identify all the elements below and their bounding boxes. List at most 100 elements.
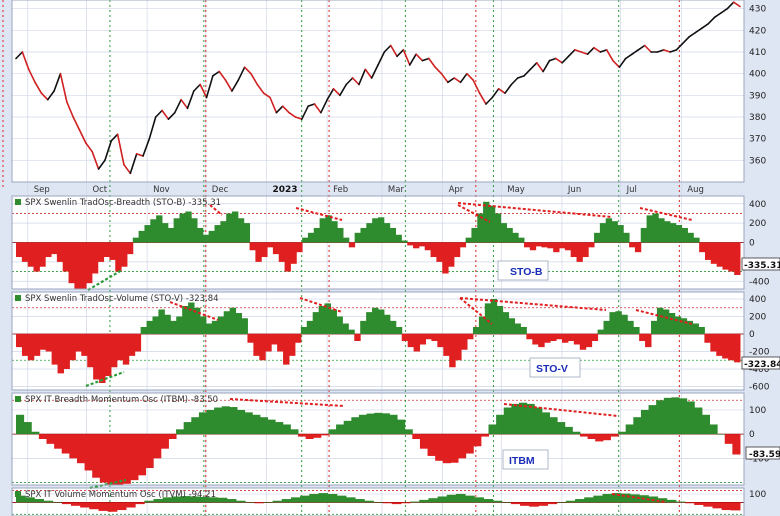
itbm-bar (92, 434, 101, 478)
price-segment (377, 51, 386, 66)
stov-bar (110, 334, 118, 368)
itbm-bar (610, 434, 619, 437)
price-segment (491, 88, 500, 99)
itbm-bar (23, 422, 32, 435)
itvm-bar (584, 497, 594, 503)
stov-bar (472, 327, 480, 334)
itbm-bar (709, 424, 718, 435)
price-segment (529, 62, 538, 71)
stov-bar (93, 334, 100, 380)
itvm-bar (34, 499, 44, 503)
stov-bar (526, 334, 533, 340)
price-segment (53, 72, 62, 92)
itvm-bar (382, 502, 393, 504)
price-segment (440, 72, 449, 84)
price-segment (555, 57, 563, 64)
itbm-bar (473, 434, 482, 447)
trendline-layer (85, 202, 693, 503)
stov-bar (99, 334, 106, 383)
price-segment (580, 51, 589, 55)
month-tick-label: Aug (687, 185, 704, 195)
stov-bar (318, 306, 326, 334)
stob-bar (202, 234, 210, 243)
stov-bar (668, 313, 676, 334)
itvm-bar (263, 502, 274, 503)
stob-bar (284, 242, 291, 272)
stob-bar (483, 201, 490, 243)
stob-bar (290, 242, 297, 264)
stob-bar (255, 242, 262, 262)
stob-bar (156, 215, 163, 243)
itvm-bar (620, 493, 631, 503)
price-y-tick-label: 420 (749, 26, 766, 36)
price-segment (504, 83, 513, 94)
stov-bar (134, 334, 142, 352)
stob-bar (302, 237, 309, 243)
price-segment (72, 116, 81, 131)
stov-bar (413, 334, 421, 352)
stob-bar (232, 211, 239, 243)
price-segment (428, 57, 436, 68)
stob-bar (366, 223, 373, 243)
red-trendline (169, 301, 219, 321)
price-segment (123, 163, 132, 175)
stov-bar (455, 334, 462, 361)
stob-bar (278, 242, 286, 262)
itbm-bar (732, 434, 741, 455)
stob-last-badge (741, 257, 780, 271)
stob-bar (243, 223, 251, 243)
itbm-bar (214, 407, 223, 435)
stov-y-tick-label: -600 (749, 383, 770, 393)
stob-bar (471, 227, 478, 243)
stov-bar (312, 312, 320, 334)
itvm-bar (355, 499, 365, 503)
stob-bar (430, 242, 437, 258)
stov-bar (241, 318, 248, 334)
stov-bar (205, 323, 213, 334)
stov-bar (140, 327, 148, 334)
itbm-bar (518, 402, 528, 435)
stov-bar (330, 309, 337, 334)
itbm-bar (374, 412, 383, 435)
itvm-bar (61, 502, 72, 505)
stob-bar (722, 242, 729, 270)
price-segment (675, 42, 684, 51)
stob-bar (553, 242, 560, 253)
itvm-bar (281, 499, 292, 503)
stob-bar (342, 237, 350, 243)
red-trendline (299, 297, 343, 313)
price-segment (605, 49, 614, 62)
itbm-bar (480, 434, 490, 437)
stob-bar (97, 242, 105, 262)
itbm-bar (267, 419, 276, 435)
stov-bar (16, 334, 23, 348)
price-segment (707, 16, 716, 25)
stov-bar (288, 334, 296, 356)
red-trendline (229, 398, 345, 407)
itbm-bar (275, 422, 284, 435)
stob-bar (261, 242, 268, 258)
stob-bar (506, 227, 513, 243)
itbm-bar (168, 434, 177, 439)
month-tick-label: Apr (449, 185, 464, 195)
price-segment (212, 70, 221, 77)
itvm-bar (446, 494, 457, 503)
itbm-bar (366, 413, 375, 435)
itbm-bar (587, 434, 596, 439)
stob-bar (529, 242, 537, 251)
itbm-bar (640, 409, 650, 435)
stov-bar (223, 311, 231, 334)
itbm-last-badge (745, 446, 780, 460)
stov-bar (158, 309, 165, 334)
stov-bar (342, 323, 349, 334)
month-tick-label: Jun (567, 185, 581, 195)
price-segment (142, 137, 151, 157)
itvm-bar (107, 502, 118, 512)
itbm-panel-border (11, 392, 745, 486)
itbm-bar (183, 422, 192, 435)
price-segment (46, 90, 55, 101)
itbm-bar (427, 434, 436, 456)
stov-bar (164, 314, 171, 334)
itvm-bar (465, 495, 475, 503)
stov-bar (461, 334, 468, 350)
